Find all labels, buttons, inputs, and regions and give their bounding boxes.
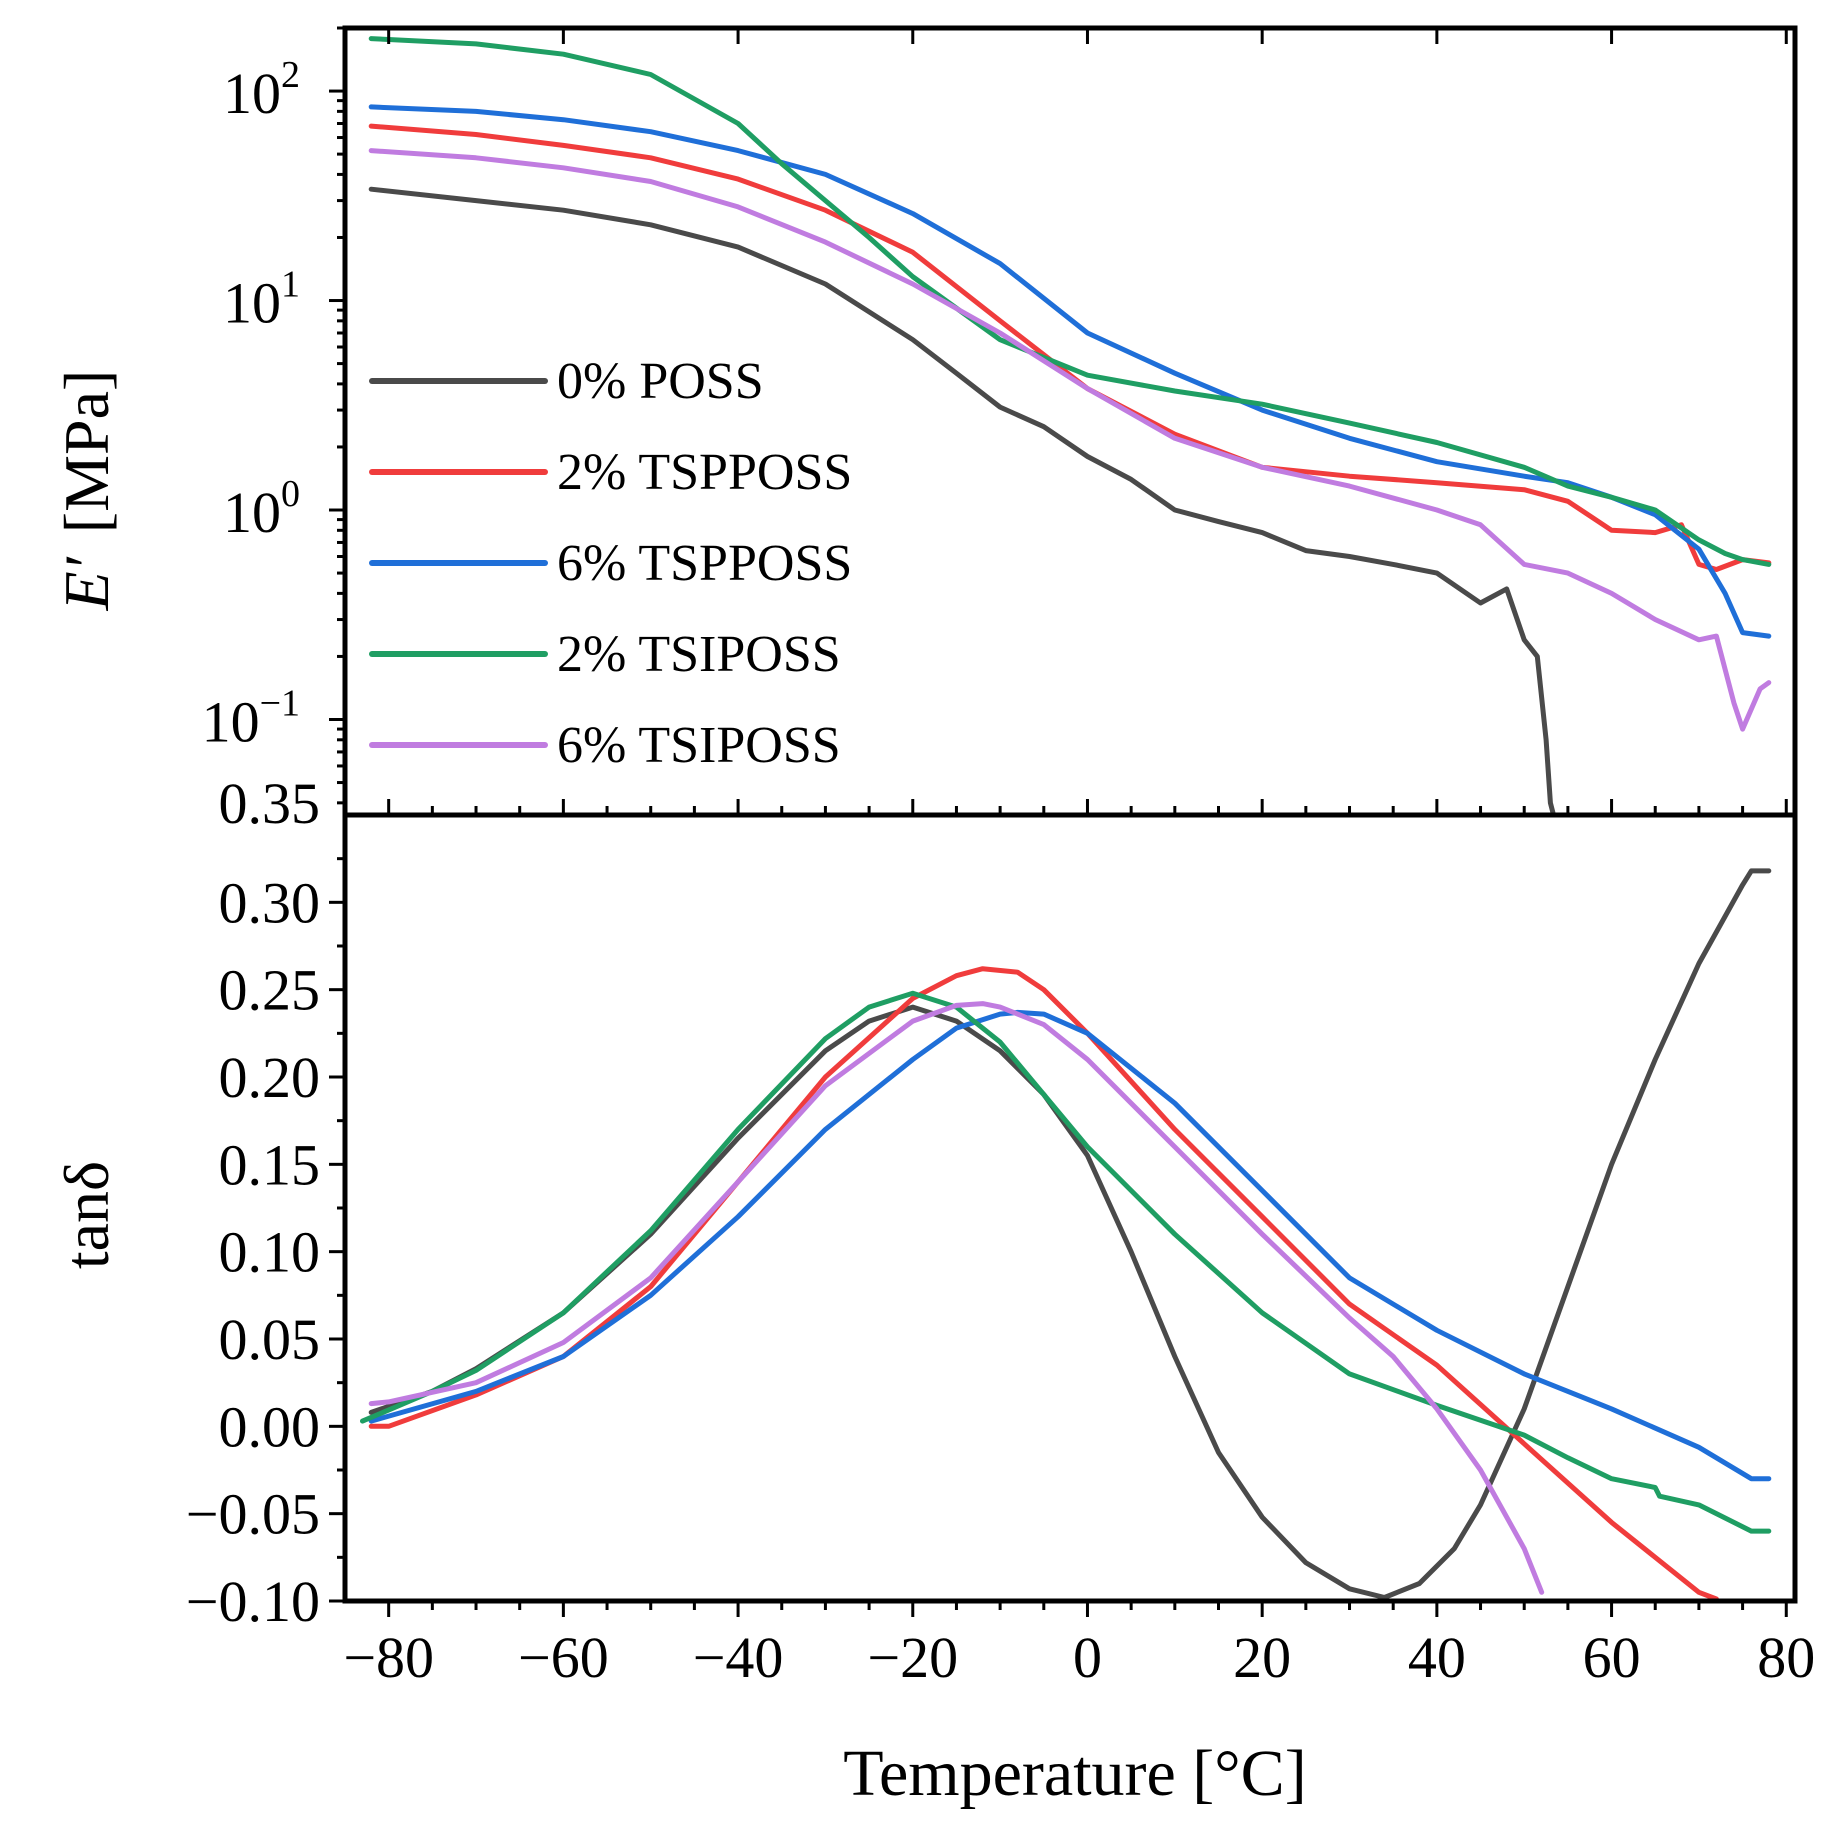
tandelta-series-6pct-tsiposs <box>368 1001 1545 1595</box>
y-tick-exponent: 2 <box>281 54 300 96</box>
legend: 0% POSS 2% TSPPOSS 6% TSPPOSS 2% TSIPOSS 6% … <box>369 353 852 774</box>
y-tick-label: −0.10 <box>186 1569 320 1634</box>
legend-label-2pct-tspposs: 2% TSPPOSS <box>557 444 852 501</box>
legend-label-6pct-tspposs: 6% TSPPOSS <box>557 535 852 592</box>
x-tick-label: −60 <box>518 1625 609 1690</box>
y-tick-exponent: −1 <box>260 682 300 724</box>
legend-label-0pct-poss: 0% POSS <box>557 353 764 410</box>
y-tick-label: 101 <box>223 264 300 336</box>
y-tick-label: 0.05 <box>219 1307 321 1372</box>
x-tick-label: −40 <box>693 1625 784 1690</box>
modulus-series-6pct-tsiposs <box>368 148 1772 732</box>
bottom-y-ticks: −0.10 −0.05 0.00 0.05 0.10 0.15 0.20 0.25 0.30 <box>186 857 345 1634</box>
legend-label-6pct-tsiposs: 6% TSIPOSS <box>557 717 841 774</box>
legend-label-2pct-tsiposs: 2% TSIPOSS <box>557 626 841 683</box>
y-tick-label: 0.25 <box>219 958 321 1023</box>
x-tick-label: 80 <box>1757 1625 1815 1690</box>
tandelta-series-6pct-tspposs <box>368 1009 1772 1482</box>
y-tick-label: 0.15 <box>219 1132 321 1197</box>
modulus-series-0pct-poss <box>368 186 1556 816</box>
x-ticks: −80 −60 −40 −20 0 20 40 60 80 <box>343 28 1815 1690</box>
y-tick-exponent: 0 <box>281 473 300 515</box>
y-tick-exponent: 1 <box>281 264 300 306</box>
tandelta-series-0pct-poss <box>368 868 1772 1600</box>
y-tick-label: −0.05 <box>186 1482 320 1547</box>
y-label-top-unit: [MPa] <box>51 370 122 534</box>
modulus-series-6pct-tspposs <box>368 104 1772 639</box>
tandelta-series-2pct-tsiposs <box>360 990 1772 1534</box>
y-tick-label: 102 <box>223 54 300 126</box>
y-tick-label: 100 <box>223 473 300 545</box>
bottom-series-group <box>360 868 1772 1602</box>
y-tick-label: 10−1 <box>202 682 300 754</box>
top-series-group <box>368 36 1772 816</box>
x-tick-label: 20 <box>1233 1625 1291 1690</box>
modulus-series-2pct-tspposs <box>368 123 1772 572</box>
y-label-top-symbol: E′ <box>51 556 122 611</box>
y-tick-label: 0.10 <box>219 1220 321 1285</box>
modulus-series-2pct-tsiposs <box>368 36 1772 567</box>
x-tick-label: 0 <box>1073 1625 1102 1690</box>
bottom-panel: −0.10 −0.05 0.00 0.05 0.10 0.15 0.20 0.25 0.30 <box>186 857 1772 1634</box>
y-tick-label: 0.00 <box>219 1394 321 1459</box>
x-tick-label: 60 <box>1583 1625 1641 1690</box>
bottom-panel-frame <box>342 812 1798 1604</box>
y-tick-base: 10 <box>223 271 281 336</box>
y-bottom-label: 0.35 <box>219 771 321 836</box>
y-label-bottom-rest: tanδ <box>51 1161 122 1269</box>
x-tick-label: −20 <box>867 1625 958 1690</box>
y-tick-base: 10 <box>223 480 281 545</box>
y-tick-label: 0.30 <box>219 870 321 935</box>
y-tick-base: 10 <box>202 689 260 754</box>
x-tick-label: −80 <box>343 1625 434 1690</box>
y-tick-label: 0.20 <box>219 1045 321 1110</box>
x-tick-label: 40 <box>1408 1625 1466 1690</box>
tandelta-series-2pct-tspposs <box>368 966 1719 1602</box>
y-tick-base: 10 <box>223 61 281 126</box>
y-label-top: E′ [MPa] <box>51 370 122 612</box>
x-axis-title: Temperature [°C] <box>843 1737 1306 1810</box>
